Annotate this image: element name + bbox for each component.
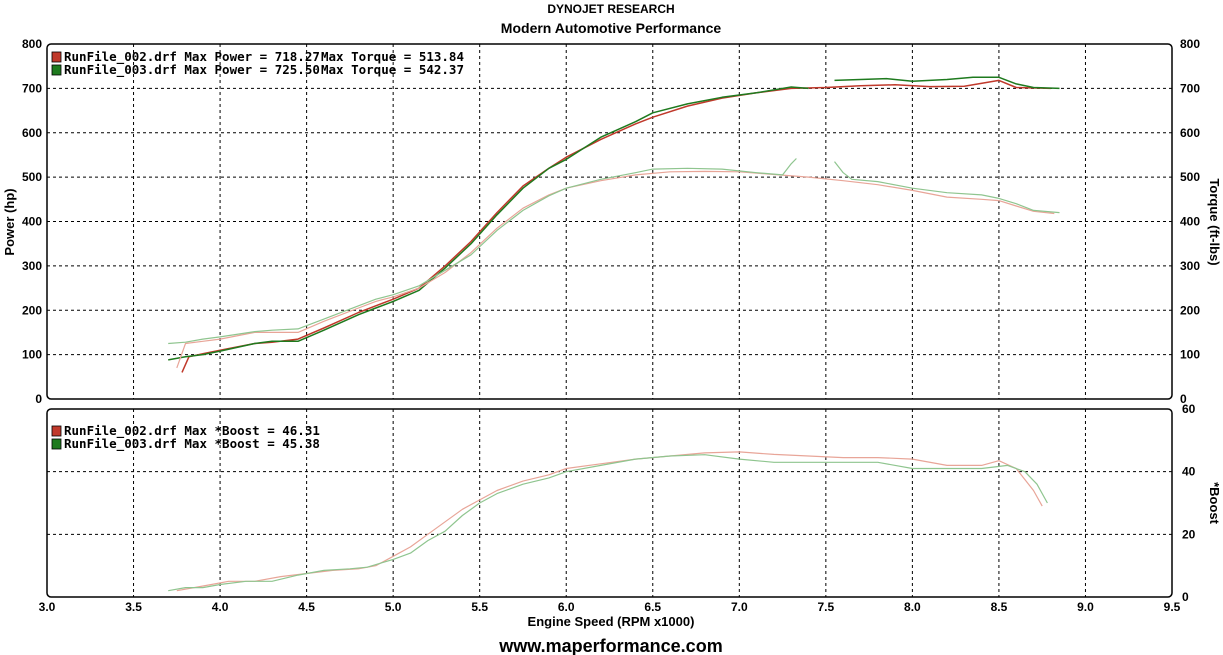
legend-entry: RunFile_003.drf Max Power = 725.50 <box>64 62 320 78</box>
y2-tick-label: 800 <box>1180 37 1200 51</box>
y-tick-label: 700 <box>22 81 42 95</box>
legend-entry-torque: Max Torque = 513.84 <box>321 49 464 64</box>
header-line1: DYNOJET RESEARCH <box>547 2 674 16</box>
y2-tick-label: 40 <box>1182 465 1196 479</box>
x-tick-label: 9.0 <box>1077 600 1094 614</box>
legend-swatch <box>51 425 62 437</box>
bottom-series <box>168 451 1048 592</box>
bottom-plot-frame <box>46 408 1173 598</box>
top-series <box>168 76 1060 373</box>
x-tick-label: 6.5 <box>644 600 661 614</box>
x-tick-label: 4.5 <box>298 600 315 614</box>
x-tick-label: 3.5 <box>125 600 142 614</box>
y2-tick-label: 700 <box>1180 81 1200 95</box>
y-tick-label: 500 <box>22 170 42 184</box>
y2-tick-label: 200 <box>1180 303 1200 317</box>
bottom-legend: RunFile_002.drf Max *Boost = 46.31RunFil… <box>51 423 320 452</box>
y2-tick-label: 500 <box>1180 170 1200 184</box>
legend-entry: RunFile_002.drf Max *Boost = 46.31 <box>64 423 320 439</box>
x-tick-label: 8.0 <box>904 600 921 614</box>
y2-axis-label-boost: *Boost <box>1207 482 1222 525</box>
series-line <box>168 86 809 361</box>
x-tick-label: 7.5 <box>818 600 835 614</box>
legend-swatch <box>51 51 62 63</box>
x-tick-label: 5.0 <box>385 600 402 614</box>
y-tick-label: 400 <box>22 215 42 229</box>
y2-tick-label: 20 <box>1182 527 1196 541</box>
x-axis-label: Engine Speed (RPM x1000) <box>528 614 695 629</box>
legend-entry: RunFile_003.drf Max *Boost = 45.38 <box>64 436 320 452</box>
boost-plot: 0 20 40 60 RunFile_002.drf Max *Boost = 46.… <box>46 402 1222 604</box>
y2-tick-label: 400 <box>1180 215 1200 229</box>
legend-entry: RunFile_002.drf Max Power = 718.27 <box>64 49 320 65</box>
y-tick-label: 800 <box>22 37 42 51</box>
series-line <box>834 161 1060 214</box>
series-line <box>168 454 1048 592</box>
y-tick-label: 200 <box>22 303 42 317</box>
y2-tick-label: 600 <box>1180 126 1200 140</box>
y2-tick-label: 0 <box>1182 590 1189 604</box>
y-tick-label: 100 <box>22 348 42 362</box>
y2-tick-label: 0 <box>1180 392 1187 406</box>
y2-axis-label-torque: Torque (ft-lbs) <box>1207 178 1222 265</box>
x-tick-label: 3.0 <box>39 600 56 614</box>
bottom-grid <box>47 409 1172 597</box>
y2-tick-label: 100 <box>1180 348 1200 362</box>
series-line <box>834 76 1060 90</box>
x-tick-label: 4.0 <box>212 600 229 614</box>
footer-url[interactable]: www.maperformance.com <box>498 636 722 655</box>
x-tick-label: 9.5 <box>1164 600 1181 614</box>
y-tick-label: 600 <box>22 126 42 140</box>
y-tick-label: 300 <box>22 259 42 273</box>
y-tick-label: 0 <box>35 392 42 406</box>
series-line <box>168 158 797 345</box>
legend-entry-torque: Max Torque = 542.37 <box>321 62 464 77</box>
y-axis-label-power: Power (hp) <box>2 188 17 255</box>
y2-tick-label: 300 <box>1180 259 1200 273</box>
legend-swatch <box>51 64 62 76</box>
top-grid <box>47 44 1172 399</box>
x-ticks: 3.0 3.5 4.0 4.5 5.0 5.5 6.0 6.5 7.0 7.5 8.0 8.5 9.0 9… <box>39 600 1181 614</box>
x-tick-label: 8.5 <box>991 600 1008 614</box>
power-torque-plot: 0 0 100 100 200 200 300 300 400 400 500 500 600 600 70… <box>2 37 1222 406</box>
x-tick-label: 6.0 <box>558 600 575 614</box>
x-tick-label: 7.0 <box>731 600 748 614</box>
header-line2: Modern Automotive Performance <box>501 20 722 36</box>
legend-swatch <box>51 438 62 450</box>
top-legend: RunFile_002.drf Max Power = 718.27 Max To… <box>51 49 464 78</box>
bottom-y-ticks: 0 20 40 60 <box>1182 402 1196 604</box>
y2-tick-label: 60 <box>1182 402 1196 416</box>
x-tick-label: 5.5 <box>471 600 488 614</box>
top-y-ticks: 0 0 100 100 200 200 300 300 400 400 500 500 600 600 70… <box>22 37 1200 406</box>
